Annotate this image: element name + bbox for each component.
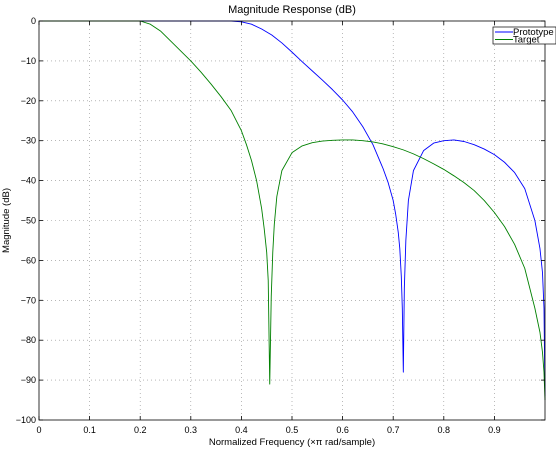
x-axis-label: Normalized Frequency (×π rad/sample) xyxy=(209,437,375,448)
y-tick-label: −60 xyxy=(21,255,36,265)
y-tick-label: −30 xyxy=(21,136,36,146)
x-tick-label: 0.3 xyxy=(185,425,198,435)
x-tick-label: 0.7 xyxy=(387,425,400,435)
legend-label-prototype: Prototype xyxy=(513,27,554,38)
y-tick-label: −20 xyxy=(21,96,36,106)
x-tick-label: 0.6 xyxy=(336,425,349,435)
legend-label-target: Target xyxy=(513,35,540,46)
y-tick-label: −80 xyxy=(21,335,36,345)
x-tick-label: 0 xyxy=(36,425,41,435)
series-line-prototype xyxy=(39,20,546,397)
y-tick-label: −90 xyxy=(21,375,36,385)
x-tick-label: 0.8 xyxy=(438,425,451,435)
y-tick-label: −100 xyxy=(16,415,36,425)
y-axis-label: Magnitude (dB) xyxy=(1,188,12,253)
series-line-target xyxy=(39,20,546,401)
y-tick-label: −50 xyxy=(21,216,36,226)
x-tick-label: 0.2 xyxy=(134,425,147,435)
x-tick-label: 0.5 xyxy=(286,425,299,435)
y-tick-label: 0 xyxy=(31,16,36,26)
x-tick-label: 0.4 xyxy=(235,425,248,435)
chart-title: Magnitude Response (dB) xyxy=(228,4,356,16)
grid-lines xyxy=(39,21,545,420)
x-tick-label: 0.9 xyxy=(488,425,501,435)
y-axis-ticks: 0 −10 −20 −30 −40 −50 −60 −70 −80 −90 −100 xyxy=(16,16,545,425)
series-lines xyxy=(39,20,546,401)
x-tick-label: 0.1 xyxy=(83,425,96,435)
y-tick-label: −10 xyxy=(21,56,36,66)
x-axis-ticks: 0 0.1 0.2 0.3 0.4 0.5 0.6 0.7 0.8 0.9 xyxy=(36,21,501,435)
y-tick-label: −70 xyxy=(21,295,36,305)
y-tick-label: −40 xyxy=(21,176,36,186)
